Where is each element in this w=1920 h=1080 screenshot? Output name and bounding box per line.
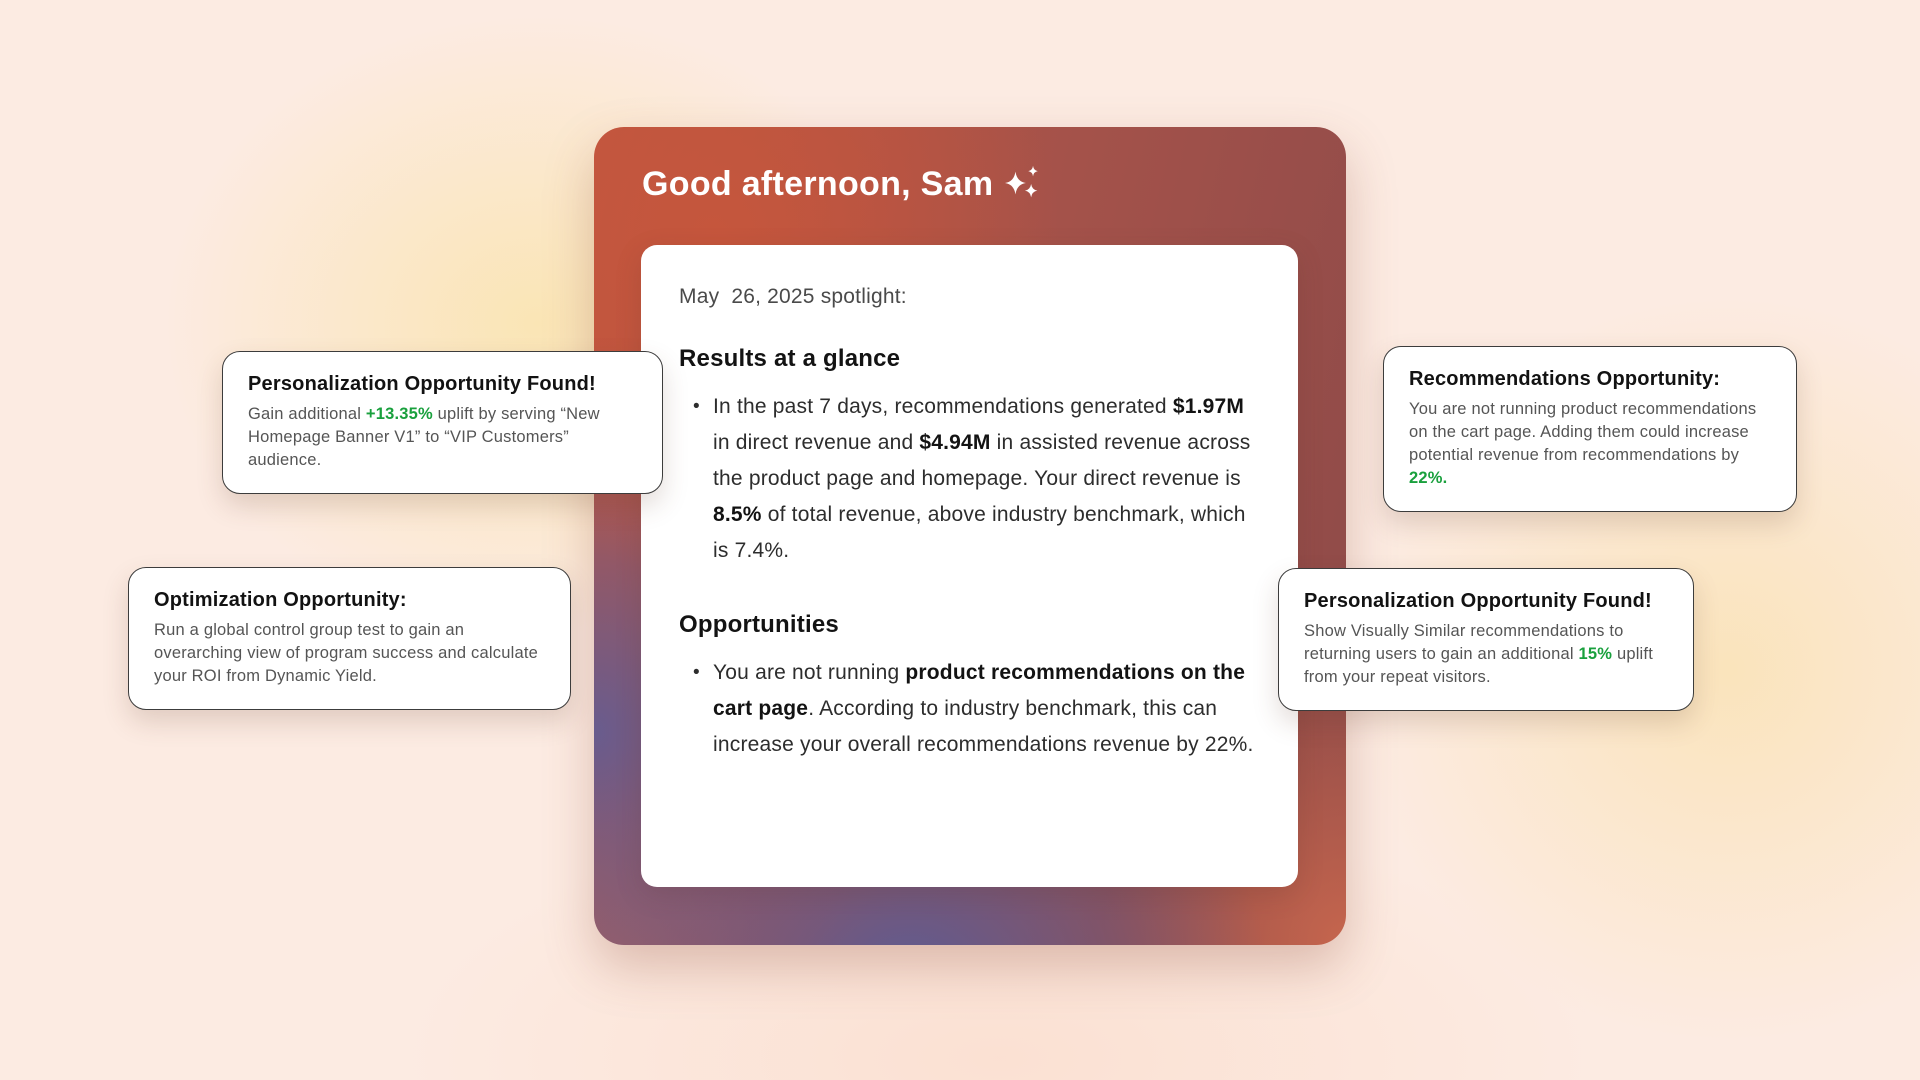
spotlight-date: May 26, 2025 spotlight: — [679, 285, 907, 308]
optimization-opportunity-card[interactable]: Optimization Opportunity: Run a global c… — [128, 567, 571, 710]
opportunities-heading: Opportunities — [679, 611, 839, 638]
greeting-text: Good afternoon, Sam — [642, 165, 994, 203]
greeting-row: Good afternoon, Sam — [642, 165, 1298, 204]
card-body: Show Visually Similar recommendations to… — [1304, 622, 1653, 686]
card-title: Personalization Opportunity Found! — [248, 373, 596, 395]
card-title: Personalization Opportunity Found! — [1304, 590, 1652, 612]
personalization-opportunity-card-bottom-right[interactable]: Personalization Opportunity Found! Show … — [1278, 568, 1694, 711]
results-bullet: In the past 7 days, recommendations gene… — [679, 389, 1260, 569]
results-heading: Results at a glance — [679, 345, 901, 372]
spotlight-panel: May 26, 2025 spotlight: Results at a gla… — [641, 245, 1298, 887]
card-body: You are not running product recommendati… — [1409, 400, 1757, 487]
opportunities-bullet-list: You are not running product recommendati… — [679, 655, 1260, 763]
card-body: Run a global control group test to gain … — [154, 621, 538, 685]
card-body: Gain additional +13.35% uplift by servin… — [248, 405, 600, 469]
recommendations-opportunity-card[interactable]: Recommendations Opportunity: You are not… — [1383, 346, 1797, 512]
opportunities-bullet: You are not running product recommendati… — [679, 655, 1260, 763]
greeting-card: Good afternoon, Sam May 26, 2025 spotlig… — [594, 127, 1346, 945]
personalization-opportunity-card-top-left[interactable]: Personalization Opportunity Found! Gain … — [222, 351, 663, 494]
sparkles-icon — [1005, 165, 1039, 197]
results-bullet-list: In the past 7 days, recommendations gene… — [679, 389, 1260, 569]
card-title: Optimization Opportunity: — [154, 589, 407, 611]
card-title: Recommendations Opportunity: — [1409, 368, 1721, 390]
